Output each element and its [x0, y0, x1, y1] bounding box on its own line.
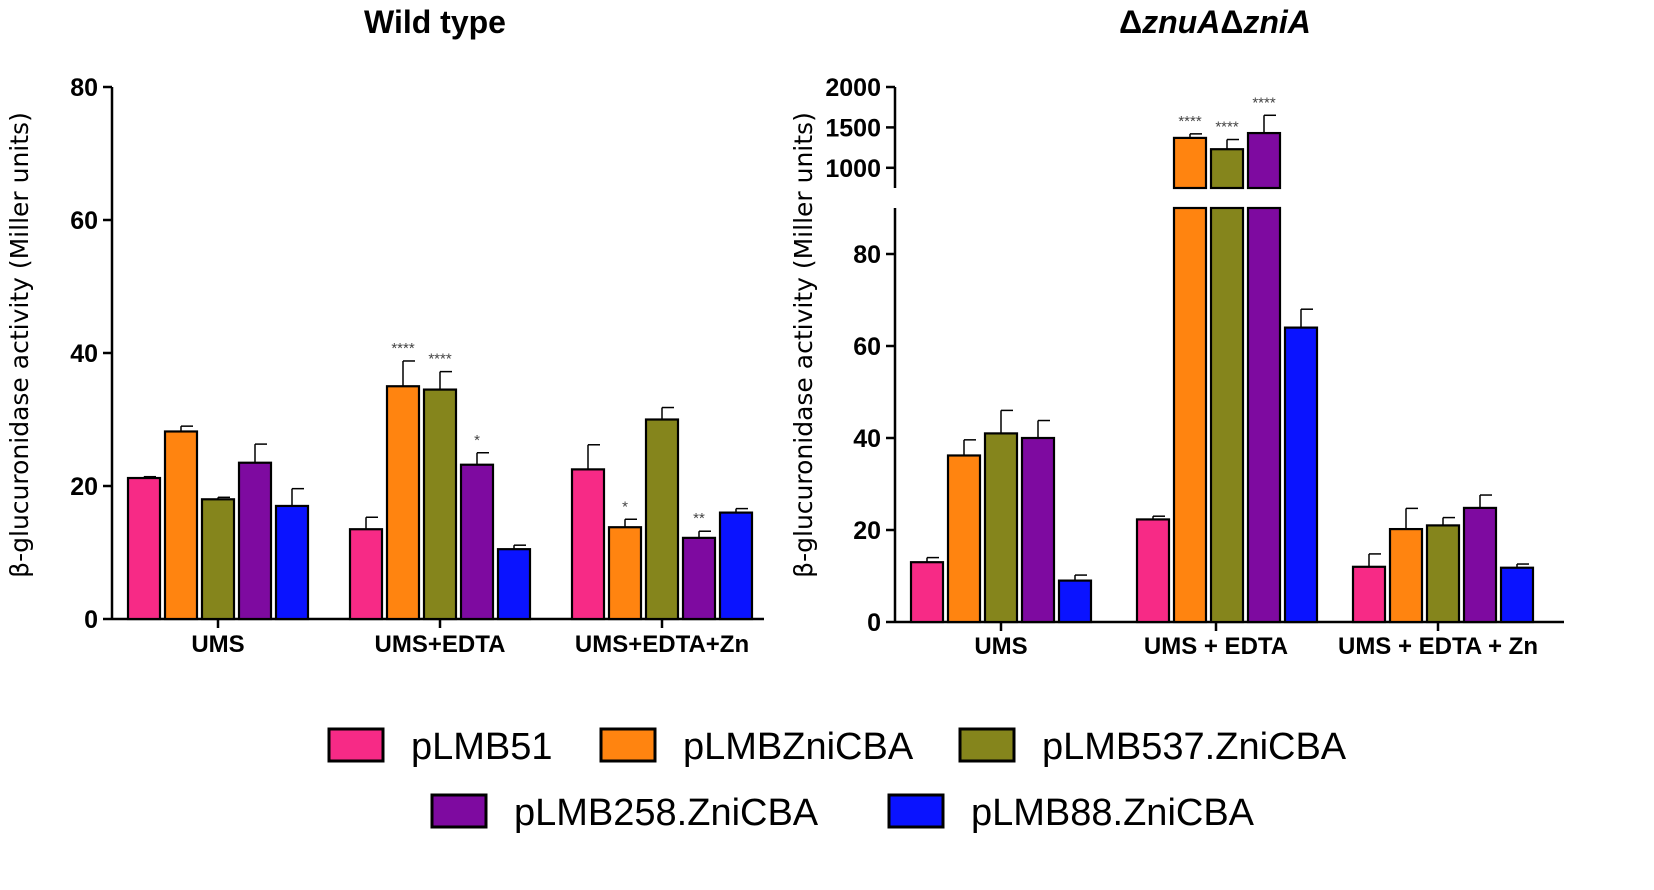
y-tick-label: 40: [853, 425, 881, 453]
significance-label: ****: [391, 340, 415, 357]
bar: [237, 461, 273, 621]
bar: [1209, 206, 1245, 624]
bar: [983, 432, 1019, 624]
legend-swatch: [430, 793, 488, 829]
bar: [1172, 136, 1208, 190]
significance-label: **: [693, 510, 705, 527]
bar: [459, 463, 495, 621]
bar: [422, 388, 458, 621]
y-axis-label: β-glucuronidase activity (Miller units): [5, 112, 34, 578]
legend-label: pLMB88.ZniCBA: [971, 792, 1255, 834]
bar: [1057, 579, 1093, 624]
bar: [681, 536, 717, 621]
y-tick-label: 2000: [825, 74, 881, 102]
y-tick-label: 1000: [825, 155, 881, 183]
axis-break-gap: [1208, 190, 1246, 206]
title-delta: Δ: [1220, 4, 1243, 40]
axis-break-gap: [1171, 190, 1209, 206]
legend-swatch: [599, 727, 657, 763]
chart-title: ΔznuAΔzniA: [1119, 4, 1311, 40]
bar: [909, 561, 945, 624]
y-tick-label: 20: [70, 473, 98, 501]
bar: [607, 526, 643, 621]
legend-label: pLMB258.ZniCBA: [514, 792, 819, 834]
legend-label: pLMB51: [411, 726, 553, 768]
y-tick-label: 0: [867, 609, 881, 637]
bar: [1499, 566, 1535, 624]
bar: [1172, 206, 1208, 624]
category-label: UMS: [191, 631, 244, 658]
bar: [163, 430, 199, 621]
category-label: UMS: [974, 633, 1027, 660]
significance-label: *: [622, 498, 628, 515]
significance-label: *: [474, 432, 480, 449]
category-label: UMS+EDTA: [375, 631, 506, 658]
bar: [126, 476, 162, 621]
bar: [1209, 148, 1245, 190]
mutant-chart: ΔznuAΔzniA β-glucuronidase activity (Mill…: [789, 4, 1564, 660]
legend-label: pLMBZniCBA: [683, 726, 914, 768]
legend-swatch: [887, 793, 945, 829]
bar: [946, 454, 982, 624]
bar: [1020, 436, 1056, 624]
bar: [570, 468, 606, 621]
bar: [644, 418, 680, 621]
bar: [1246, 131, 1282, 190]
bar: [348, 528, 384, 621]
y-tick-label: 0: [84, 606, 98, 634]
legend: pLMB51 pLMBZniCBA pLMB537.ZniCBA pLMB258.Zn…: [327, 726, 1347, 834]
title-gene: znuA: [1141, 4, 1220, 40]
bar: [1135, 518, 1171, 624]
bar: [1425, 524, 1461, 624]
significance-label: ****: [1252, 94, 1276, 111]
bar: [385, 385, 421, 621]
category-label: UMS + EDTA: [1144, 633, 1288, 660]
bar: [274, 504, 310, 621]
y-tick-label: 80: [70, 74, 98, 102]
legend-swatch: [327, 727, 385, 763]
y-tick-label: 80: [853, 241, 881, 269]
y-tick-label: 20: [853, 517, 881, 545]
legend-swatch: [958, 727, 1016, 763]
y-tick-label: 60: [853, 333, 881, 361]
legend-label: pLMB537.ZniCBA: [1042, 726, 1347, 768]
bar: [1351, 565, 1387, 624]
bar: [1283, 326, 1319, 624]
significance-label: ****: [1215, 119, 1239, 136]
category-label: UMS+EDTA+Zn: [575, 631, 749, 658]
wild-type-chart: Wild type β-glucuronidase activity (Mille…: [5, 4, 764, 658]
significance-label: ****: [428, 351, 452, 368]
axis-break-gap: [1245, 190, 1283, 206]
bar: [718, 511, 754, 621]
title-delta: Δ: [1119, 4, 1142, 40]
bar: [1462, 506, 1498, 624]
y-tick-label: 60: [70, 207, 98, 235]
significance-label: ****: [1178, 113, 1202, 130]
bar: [1388, 527, 1424, 624]
bar: [1246, 206, 1282, 624]
y-axis-label: β-glucuronidase activity (Miller units): [789, 112, 818, 578]
category-label: UMS + EDTA + Zn: [1338, 633, 1538, 660]
bar: [200, 498, 236, 621]
y-tick-label: 40: [70, 340, 98, 368]
chart-title: Wild type: [364, 4, 506, 40]
title-gene: zniA: [1242, 4, 1311, 40]
y-tick-label: 1500: [825, 114, 881, 142]
bar: [496, 548, 532, 621]
